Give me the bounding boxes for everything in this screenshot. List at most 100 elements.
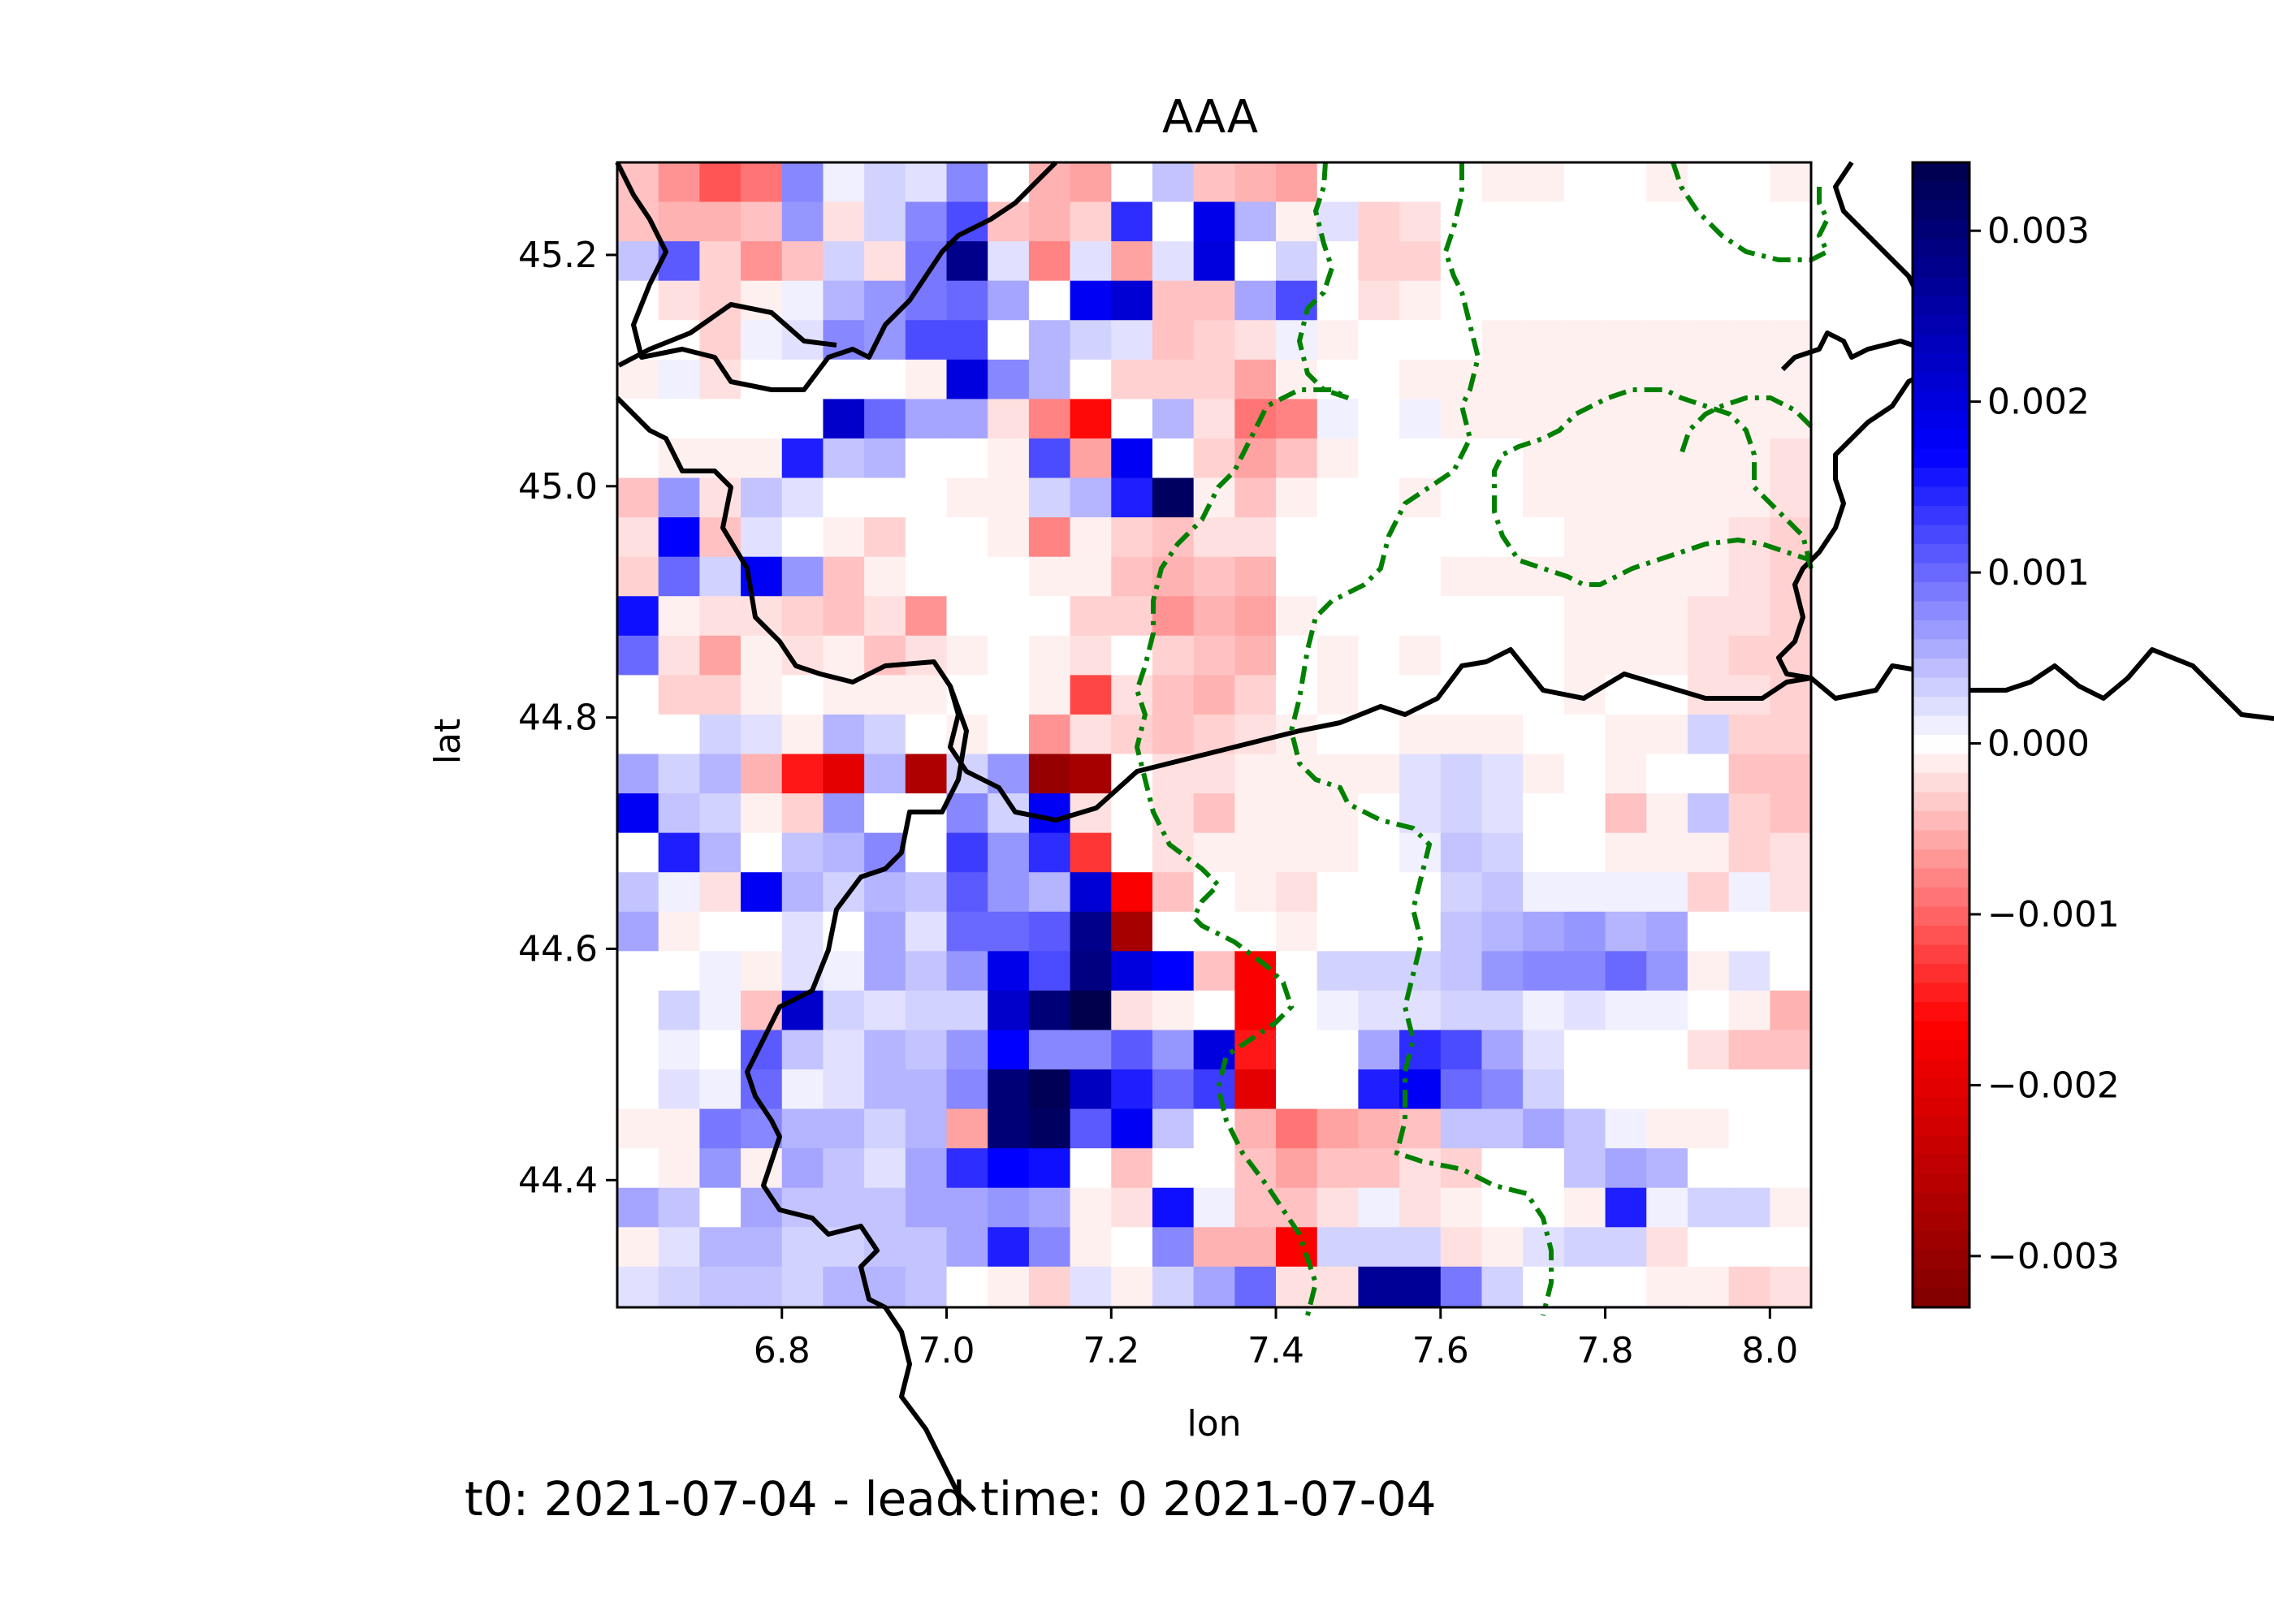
heatmap-cell: [1193, 990, 1236, 1031]
heatmap-cell: [864, 990, 906, 1031]
heatmap-cell: [1111, 951, 1153, 991]
heatmap-cell: [699, 754, 741, 794]
heatmap-cell: [1523, 754, 1565, 794]
heatmap-cell: [658, 477, 701, 518]
heatmap-cell: [1646, 359, 1688, 400]
colorbar-segment: [1913, 219, 1969, 240]
heatmap-cell: [1728, 399, 1771, 439]
heatmap-cell: [1646, 872, 1688, 913]
heatmap-cell: [1152, 596, 1195, 637]
heatmap-cell: [1605, 635, 1648, 676]
heatmap-cell: [1152, 201, 1195, 242]
heatmap-cell: [1276, 477, 1318, 518]
heatmap-cell: [1070, 1266, 1113, 1307]
heatmap-cell: [1440, 911, 1483, 952]
plot-frame: [616, 161, 1813, 1309]
heatmap-cell: [1028, 951, 1071, 991]
heatmap-cell: [1152, 635, 1195, 676]
heatmap-cell: [1111, 714, 1153, 755]
heatmap-cell: [1605, 872, 1648, 913]
heatmap-cell: [1234, 832, 1277, 873]
heatmap-cell: [1399, 438, 1442, 479]
heatmap-cell: [946, 1148, 989, 1189]
heatmap-cell: [1234, 241, 1277, 282]
heatmap-cell: [1687, 359, 1730, 400]
colorbar-segment: [1913, 735, 1969, 755]
heatmap-cell: [1440, 1266, 1483, 1307]
heatmap-cell: [1152, 714, 1195, 755]
heatmap-cell: [1070, 201, 1113, 242]
heatmap-cell: [823, 1108, 865, 1149]
heatmap-cell: [1358, 635, 1400, 676]
heatmap-cell: [1111, 1148, 1153, 1189]
heatmap-cell: [905, 596, 948, 637]
heatmap-cell: [741, 1030, 783, 1070]
heatmap-cell: [1028, 872, 1071, 913]
heatmap-cell: [1646, 201, 1688, 242]
heatmap-cell: [946, 872, 989, 913]
heatmap-cell: [1234, 635, 1277, 676]
heatmap-cell: [1481, 1187, 1524, 1229]
heatmap-cell: [1358, 754, 1400, 794]
heatmap-cell: [905, 675, 948, 715]
heatmap-cell: [946, 596, 989, 637]
heatmap-cell: [1234, 162, 1277, 203]
heatmap-cell: [1316, 320, 1360, 361]
colorbar-segment: [1913, 1288, 1969, 1308]
colorbar-segment: [1913, 1002, 1969, 1022]
heatmap-cell: [1646, 1187, 1688, 1229]
heatmap-cell: [741, 675, 783, 715]
heatmap-cell: [781, 1108, 824, 1149]
colorbar-segment: [1913, 448, 1969, 469]
heatmap-cell: [658, 675, 701, 715]
heatmap-cell: [1770, 359, 1812, 400]
heatmap-cell: [1234, 1227, 1277, 1268]
heatmap-cell: [988, 832, 1030, 873]
colorbar-segment: [1913, 430, 1969, 450]
heatmap-cell: [617, 832, 659, 873]
heatmap-cell: [781, 675, 824, 715]
heatmap-cell: [1687, 872, 1730, 913]
colorbar-frame: [1911, 161, 1971, 1309]
heatmap-cell: [988, 872, 1030, 913]
heatmap-cell: [1399, 162, 1442, 203]
heatmap-cell: [905, 201, 948, 242]
heatmap-cell: [1193, 1266, 1236, 1307]
heatmap-cell: [1646, 1266, 1688, 1307]
heatmap-cell: [1193, 359, 1236, 400]
heatmap-cell: [1399, 280, 1442, 322]
heatmap-cell: [1070, 675, 1113, 715]
heatmap-cell: [1358, 951, 1400, 991]
heatmap-cell: [1399, 241, 1442, 282]
heatmap-cell: [781, 1266, 824, 1307]
heatmap-cell: [905, 911, 948, 952]
heatmap-cell: [1152, 1069, 1195, 1110]
heatmap-cell: [617, 1030, 659, 1070]
heatmap-cell: [946, 911, 989, 952]
heatmap-cell: [1687, 990, 1730, 1031]
heatmap-cell: [1728, 1266, 1771, 1307]
heatmap-cell: [1728, 714, 1771, 755]
border-line-east: [1776, 161, 1926, 680]
heatmap-cell: [617, 1187, 659, 1229]
colorbar-tick-label: 0.000: [1987, 723, 2090, 765]
colorbar-segment: [1913, 582, 1969, 603]
heatmap-cell: [1605, 754, 1648, 794]
heatmap-cell: [905, 477, 948, 518]
heatmap-cell: [988, 280, 1030, 322]
heatmap-cell: [1234, 1187, 1277, 1229]
heatmap-cell: [1028, 477, 1071, 518]
heatmap-cell: [1646, 832, 1688, 873]
heatmap-cell: [823, 596, 865, 637]
heatmap-cell: [617, 714, 659, 755]
colorbar-segment: [1913, 773, 1969, 793]
heatmap-cell: [1605, 162, 1648, 203]
heatmap-cell: [1316, 1108, 1360, 1149]
heatmap-cell: [1523, 1148, 1565, 1189]
heatmap-cell: [1028, 438, 1071, 479]
heatmap-cell: [1193, 241, 1236, 282]
heatmap-cell: [1481, 1266, 1524, 1307]
heatmap-cell: [905, 1187, 948, 1229]
heatmap-cell: [781, 714, 824, 755]
heatmap-cell: [1605, 1266, 1648, 1307]
